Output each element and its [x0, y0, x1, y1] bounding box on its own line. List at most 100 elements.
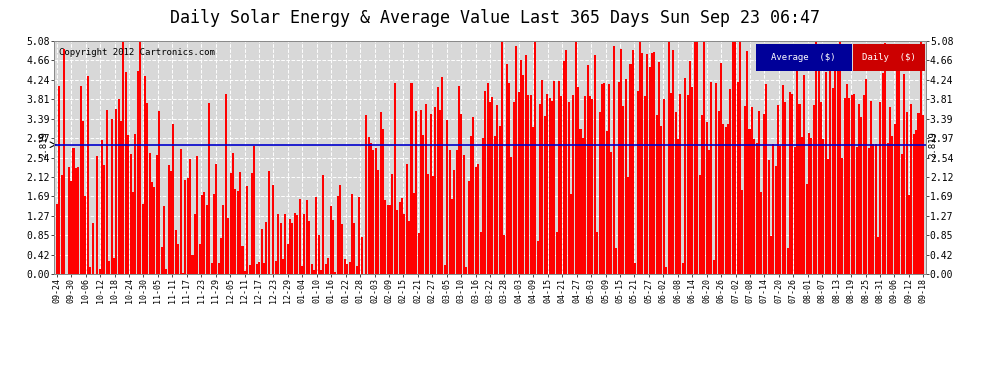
- Bar: [72, 148, 74, 274]
- Bar: [165, 268, 167, 274]
- Bar: [448, 150, 450, 274]
- Bar: [803, 75, 805, 274]
- Bar: [344, 259, 346, 274]
- Bar: [537, 240, 539, 274]
- Bar: [147, 103, 148, 274]
- Bar: [408, 220, 410, 274]
- Bar: [484, 91, 486, 274]
- Bar: [553, 81, 555, 274]
- Bar: [820, 102, 822, 274]
- Bar: [96, 156, 98, 274]
- Bar: [627, 177, 629, 274]
- Bar: [915, 130, 917, 274]
- Bar: [477, 164, 479, 274]
- Bar: [175, 231, 177, 274]
- Bar: [577, 87, 579, 274]
- Bar: [113, 258, 115, 274]
- Bar: [801, 137, 803, 274]
- Bar: [244, 271, 246, 274]
- Bar: [689, 62, 691, 274]
- Bar: [687, 95, 689, 274]
- Bar: [291, 223, 293, 274]
- Bar: [189, 159, 191, 274]
- Bar: [394, 82, 396, 274]
- Bar: [896, 61, 898, 274]
- Bar: [858, 104, 860, 274]
- Text: Daily  ($): Daily ($): [862, 53, 916, 62]
- Bar: [791, 94, 793, 274]
- Bar: [275, 261, 277, 274]
- Bar: [862, 95, 865, 274]
- Bar: [223, 205, 225, 274]
- Bar: [411, 83, 413, 274]
- Bar: [451, 199, 453, 274]
- Bar: [475, 166, 477, 274]
- Bar: [660, 126, 662, 274]
- Bar: [618, 82, 620, 274]
- Bar: [137, 70, 139, 274]
- Bar: [546, 94, 548, 274]
- Bar: [542, 80, 544, 274]
- Bar: [630, 64, 632, 274]
- Bar: [735, 41, 737, 274]
- Bar: [396, 210, 398, 274]
- Bar: [118, 99, 120, 274]
- Bar: [848, 98, 850, 274]
- Bar: [918, 112, 920, 274]
- Bar: [403, 214, 405, 274]
- Bar: [55, 204, 57, 274]
- Bar: [608, 84, 610, 274]
- Bar: [311, 264, 313, 274]
- Bar: [870, 102, 872, 274]
- Text: Copyright 2012 Cartronics.com: Copyright 2012 Cartronics.com: [58, 48, 215, 57]
- Bar: [489, 102, 491, 274]
- Bar: [615, 248, 617, 274]
- Bar: [101, 141, 103, 274]
- Bar: [723, 124, 725, 274]
- Bar: [63, 49, 65, 274]
- Bar: [867, 147, 869, 274]
- Bar: [777, 105, 779, 274]
- Bar: [158, 111, 160, 274]
- Bar: [558, 81, 560, 274]
- Bar: [267, 171, 269, 274]
- Bar: [318, 235, 320, 274]
- Bar: [730, 89, 732, 274]
- Bar: [646, 54, 648, 274]
- Bar: [423, 135, 425, 274]
- Bar: [677, 139, 679, 274]
- Bar: [789, 92, 791, 274]
- Bar: [253, 146, 255, 274]
- Bar: [260, 229, 262, 274]
- Bar: [401, 198, 403, 274]
- Bar: [696, 41, 698, 274]
- Bar: [815, 41, 817, 274]
- Bar: [89, 267, 91, 274]
- Bar: [482, 138, 484, 274]
- Bar: [240, 172, 242, 274]
- Bar: [58, 86, 60, 274]
- Bar: [711, 82, 713, 274]
- Bar: [644, 96, 645, 274]
- Bar: [839, 41, 841, 274]
- Bar: [358, 197, 360, 274]
- Bar: [739, 41, 741, 274]
- Bar: [391, 174, 393, 274]
- Bar: [684, 78, 686, 274]
- Bar: [835, 48, 837, 274]
- Bar: [163, 206, 165, 274]
- Bar: [830, 58, 832, 274]
- Bar: [753, 139, 755, 274]
- Bar: [135, 134, 137, 274]
- Bar: [727, 124, 729, 274]
- Bar: [901, 154, 903, 274]
- Bar: [539, 104, 542, 274]
- Bar: [806, 184, 808, 274]
- Bar: [611, 152, 613, 274]
- Bar: [227, 218, 230, 274]
- Bar: [799, 104, 801, 274]
- Bar: [632, 50, 634, 274]
- Bar: [225, 94, 227, 274]
- Bar: [762, 114, 765, 274]
- Bar: [499, 126, 501, 274]
